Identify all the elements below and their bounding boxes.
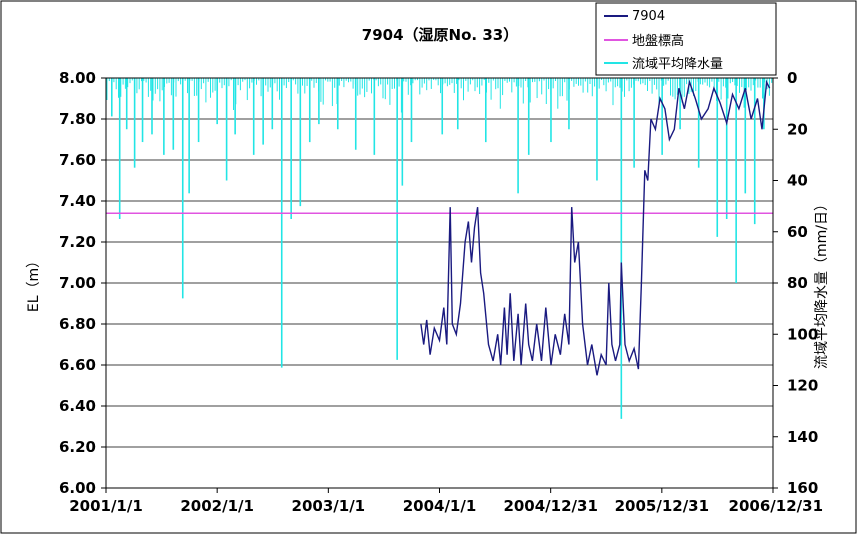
left-tick-label: 7.60 <box>59 151 96 169</box>
right-tick-label: 40 <box>787 172 808 190</box>
left-tick-label: 7.20 <box>59 233 96 251</box>
left-tick-label: 6.20 <box>59 438 96 456</box>
x-tick-label: 2001/1/1 <box>69 497 143 515</box>
right-tick-label: 160 <box>787 479 818 497</box>
left-tick-label: 7.00 <box>59 274 96 292</box>
left-tick-label: 6.00 <box>59 479 96 497</box>
water-level-line <box>420 79 771 376</box>
x-tick-label: 2006/12/31 <box>729 497 823 515</box>
left-tick-label: 6.60 <box>59 356 96 374</box>
legend-label-water-level: 7904 <box>632 9 665 24</box>
left-tick-label: 8.00 <box>59 69 96 87</box>
right-tick-label: 120 <box>787 377 818 395</box>
chart-title: 7904（湿原No. 33） <box>362 26 518 44</box>
x-tick-label: 2004/12/31 <box>503 497 597 515</box>
right-y-axis: 0 20 40 60 80 100 120 140 160 <box>773 69 818 497</box>
right-tick-label: 140 <box>787 428 818 446</box>
right-tick-label: 0 <box>787 69 797 87</box>
legend-label-ground-elevation: 地盤標高 <box>632 33 684 49</box>
right-tick-label: 100 <box>787 325 818 343</box>
x-tick-label: 2003/1/1 <box>292 497 366 515</box>
left-tick-label: 6.40 <box>59 397 96 415</box>
precipitation-series <box>106 78 773 419</box>
left-tick-label: 7.40 <box>59 192 96 210</box>
x-tick-label: 2004/1/1 <box>403 497 477 515</box>
left-tick-label: 6.80 <box>59 315 96 333</box>
right-tick-label: 20 <box>787 120 808 138</box>
left-axis-label: EL（m） <box>26 254 42 312</box>
right-axis-label: 流域平均降水量（mm/日） <box>814 197 830 369</box>
x-tick-label: 2005/12/31 <box>615 497 709 515</box>
right-tick-label: 80 <box>787 274 808 292</box>
left-tick-label: 7.80 <box>59 110 96 128</box>
legend-label-precipitation: 流域平均降水量 <box>632 57 723 72</box>
x-tick-label: 2002/1/1 <box>180 497 254 515</box>
left-y-axis: 6.00 6.20 6.40 6.60 6.80 7.00 7.20 7.40 7.60 7.80… <box>59 69 106 497</box>
legend: 7904 地盤標高 流域平均降水量 <box>595 2 777 76</box>
right-tick-label: 60 <box>787 223 808 241</box>
x-axis: 2001/1/1 2002/1/1 2003/1/1 2004/1/1 2004/12/… <box>69 488 823 515</box>
